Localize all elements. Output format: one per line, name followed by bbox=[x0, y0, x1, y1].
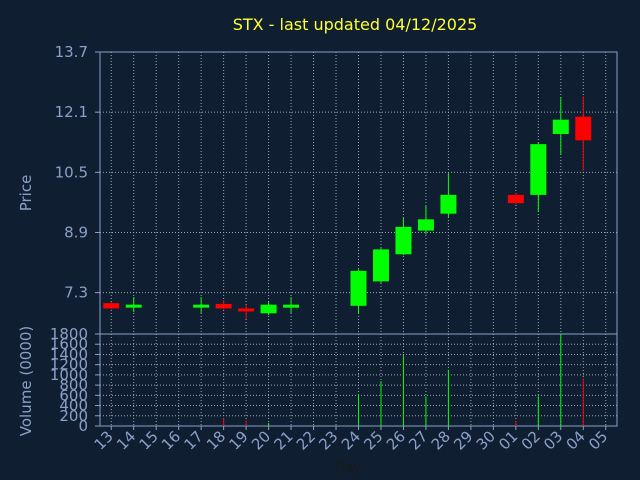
volume-tick-label: 0 bbox=[78, 417, 88, 435]
candle-body-up bbox=[193, 304, 210, 308]
candle-body-up bbox=[372, 249, 389, 282]
price-tick-label: 13.7 bbox=[55, 43, 88, 61]
price-axis: 13.7 12.1 10.5 8.9 7.3 bbox=[55, 43, 100, 302]
x-axis-label: Day bbox=[334, 460, 362, 476]
candle-body-up bbox=[552, 119, 569, 134]
x-axis: 1314151617181920212223242526272829300102… bbox=[91, 426, 611, 454]
price-axis-label: Price bbox=[17, 175, 35, 212]
volume-tick-label: 200 bbox=[59, 407, 88, 425]
candle-body-down bbox=[507, 194, 524, 204]
price-tick-label: 7.3 bbox=[64, 284, 88, 302]
volume-tick-label: 1200 bbox=[50, 356, 88, 374]
candle-body-up bbox=[395, 226, 412, 255]
candle-body-up bbox=[530, 144, 547, 195]
candle-body-up bbox=[283, 304, 300, 308]
candle-body-up bbox=[125, 304, 142, 308]
candle-body-up bbox=[260, 304, 277, 314]
candle-body-down bbox=[575, 116, 592, 141]
candle-body-down bbox=[215, 303, 232, 309]
price-tick-label: 12.1 bbox=[55, 103, 88, 121]
price-tick-label: 8.9 bbox=[64, 223, 88, 241]
volume-axis-label: Volume (0000) bbox=[17, 326, 35, 436]
volume-tick-label: 400 bbox=[59, 397, 88, 415]
volume-tick-label: 800 bbox=[59, 376, 88, 394]
candles bbox=[103, 96, 592, 319]
chart-title: STX - last updated 04/12/2025 bbox=[233, 15, 478, 34]
volume-tick-label: 600 bbox=[59, 386, 88, 404]
volume-tick-label: 1800 bbox=[50, 325, 88, 343]
volume-bars bbox=[223, 334, 584, 426]
volume-tick-label: 1400 bbox=[50, 345, 88, 363]
candle-body-down bbox=[103, 303, 120, 309]
candle-body-down bbox=[238, 308, 255, 312]
candle-body-up bbox=[350, 270, 367, 306]
candle-body-up bbox=[417, 219, 434, 231]
volume-tick-label: 1000 bbox=[50, 366, 88, 384]
price-tick-label: 10.5 bbox=[55, 163, 88, 181]
x-tick-label: 05 bbox=[585, 427, 611, 453]
candle-body-up bbox=[440, 194, 457, 214]
volume-tick-label: 1600 bbox=[50, 335, 88, 353]
